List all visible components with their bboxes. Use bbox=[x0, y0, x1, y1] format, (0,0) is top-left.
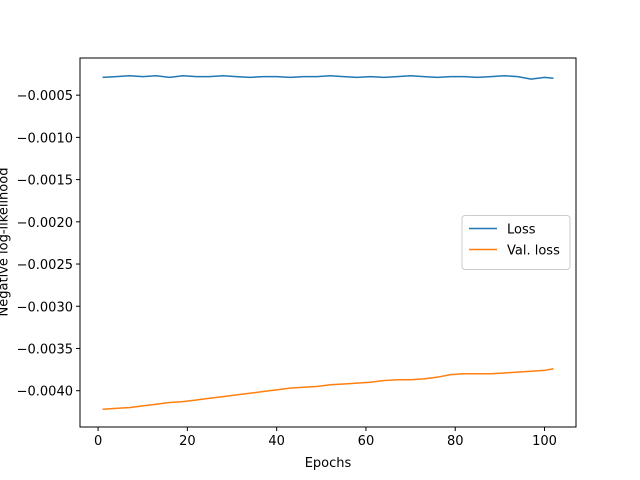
y-tick-label: −0.0025 bbox=[17, 258, 73, 273]
y-tick-label: −0.0035 bbox=[17, 342, 73, 357]
legend: Loss Val. loss bbox=[461, 215, 571, 270]
x-tick-label: 20 bbox=[179, 434, 196, 449]
y-tick-label: −0.0030 bbox=[17, 300, 73, 315]
y-axis-label: Negative log-likelihood bbox=[0, 168, 12, 317]
x-tick-label: 60 bbox=[358, 434, 375, 449]
y-tick-label: −0.0020 bbox=[17, 216, 73, 231]
x-tick-label: 0 bbox=[94, 434, 102, 449]
y-tick-label: −0.0010 bbox=[17, 131, 73, 146]
y-tick-label: −0.0015 bbox=[17, 174, 73, 189]
data-line bbox=[102, 74, 554, 80]
data-line bbox=[102, 368, 554, 411]
x-tick-label: 40 bbox=[268, 434, 285, 449]
x-tick-label: 80 bbox=[447, 434, 464, 449]
legend-label: Val. loss bbox=[507, 244, 560, 259]
y-tick-label: −0.0005 bbox=[17, 89, 73, 104]
x-tick-label: 100 bbox=[532, 434, 557, 449]
legend-label: Loss bbox=[507, 223, 536, 238]
x-axis-label: Epochs bbox=[305, 456, 352, 471]
plot-frame bbox=[79, 57, 577, 428]
y-tick-label: −0.0040 bbox=[17, 385, 73, 400]
